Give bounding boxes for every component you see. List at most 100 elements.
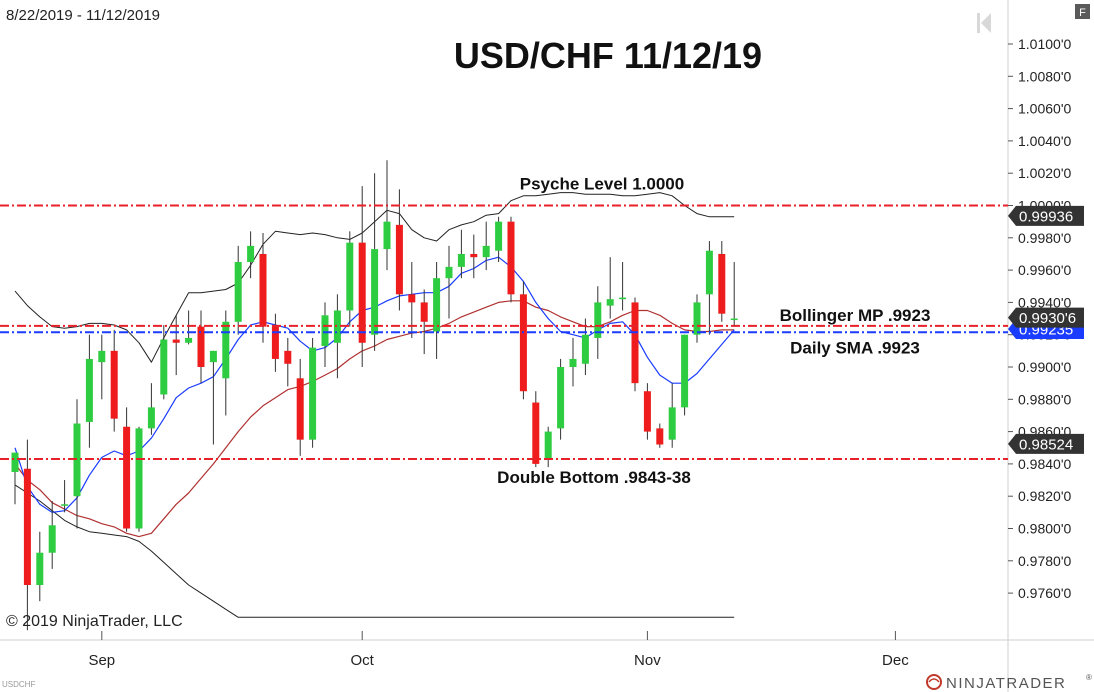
candle-up [160,325,168,400]
panel-button-box[interactable] [1075,4,1090,19]
candle-body [668,407,676,440]
candle-up [85,334,93,448]
x-tick-label: Nov [634,652,661,669]
y-tick-label: 1.0100'0 [1018,36,1071,52]
price-flag-label: 0.9930'6 [1019,310,1076,327]
candle-body [495,221,503,251]
candle-body [718,253,726,314]
y-tick-label: 1.0020'0 [1018,165,1071,181]
x-tick-label: Sep [88,652,115,669]
y-tick-label: 0.9800'0 [1018,521,1071,537]
candle-down [271,313,279,372]
candle-body [420,302,428,322]
candle-body [544,431,552,460]
candle-up [668,383,676,448]
price-flag-box [1008,307,1084,328]
candle-body [321,315,329,347]
y-tick-label: 1.0060'0 [1018,101,1071,117]
candle-up [445,245,453,319]
level-annotation-label: Bollinger MP .9923 [780,306,931,325]
candle-down [197,310,205,384]
candle-up [705,241,713,335]
brand-logo-icon [926,674,942,690]
candle-body [581,334,589,364]
candle-body [123,426,131,529]
candle-body [371,249,379,335]
level-annotation-label: Daily SMA .9923 [790,338,920,357]
candle-down [296,358,304,456]
candle-down [532,391,540,468]
candle-body [172,339,180,343]
chart-title: USD/CHF 11/12/19 [454,35,762,76]
candle-up [569,337,577,387]
candle-up [346,231,354,327]
price-flag: 0.98524 [1008,433,1084,454]
candle-up [135,426,143,532]
candle-body [557,367,565,429]
candle-down [284,337,292,387]
candle-body [457,253,465,267]
candle-body [222,321,230,379]
panel-button[interactable]: F [1075,4,1090,19]
y-tick-label: 0.9780'0 [1018,553,1071,569]
candle-down [631,297,639,392]
candle-body [185,337,193,343]
horizontal-levels: Psyche Level 1.0000 Bollinger MP .9923 Dai… [0,175,1008,487]
time-axis: Sep Oct Nov Dec [88,631,909,669]
y-tick-label: 1.0080'0 [1018,68,1071,84]
scroll-to-start-icon[interactable] [977,13,991,33]
candle-up [693,294,701,343]
copyright-label: © 2019 NinjaTrader, LLC [6,613,183,630]
candle-up [495,216,503,263]
candle-up [482,221,490,271]
candle-body [395,224,403,295]
y-tick-label: 0.9840'0 [1018,456,1071,472]
candle-down [470,234,478,279]
candle-up [222,310,230,416]
y-tick-label: 0.9980'0 [1018,230,1071,246]
candle-down [643,383,651,440]
y-tick-label: 0.9880'0 [1018,391,1071,407]
candle-body [309,347,317,440]
candle-up [147,383,155,435]
candle-body [507,221,515,295]
candle-down [519,281,527,400]
candle-body [333,310,341,343]
candle-body [284,350,292,364]
candle-body [569,358,577,367]
candle-up [61,480,69,513]
candle-body [98,350,106,363]
candle-body [445,266,453,279]
price-flag-label: 0.99936 [1019,208,1073,225]
brand-registered-mark: ® [1086,673,1092,682]
candle-body [36,552,44,586]
x-tick-label: Oct [351,652,375,669]
candle-down [718,241,726,322]
candle-body [209,350,217,363]
candle-body [643,391,651,432]
candle-body [346,242,354,311]
ninjatrader-logo: NINJATRADER ® [926,673,1092,692]
level-annotation-label: Psyche Level 1.0000 [520,175,684,194]
candle-up [383,160,391,271]
candle-body [197,326,205,367]
candle-body [470,253,478,258]
candle-up [433,262,441,359]
date-range-label: 8/22/2019 - 11/12/2019 [6,7,160,24]
candle-body [23,468,31,586]
candle-body [606,299,614,306]
candle-body [433,278,441,332]
candle-body [61,504,69,506]
candle-body [247,245,255,263]
candle-body [383,221,391,250]
candle-down [110,329,118,432]
candle-up [557,358,565,440]
candle-body [693,302,701,335]
candle-up [234,245,242,335]
candle-body [259,253,267,327]
candle-body [519,294,527,392]
panel-button-label[interactable]: F [1079,7,1086,19]
y-tick-label: 1.0040'0 [1018,133,1071,149]
